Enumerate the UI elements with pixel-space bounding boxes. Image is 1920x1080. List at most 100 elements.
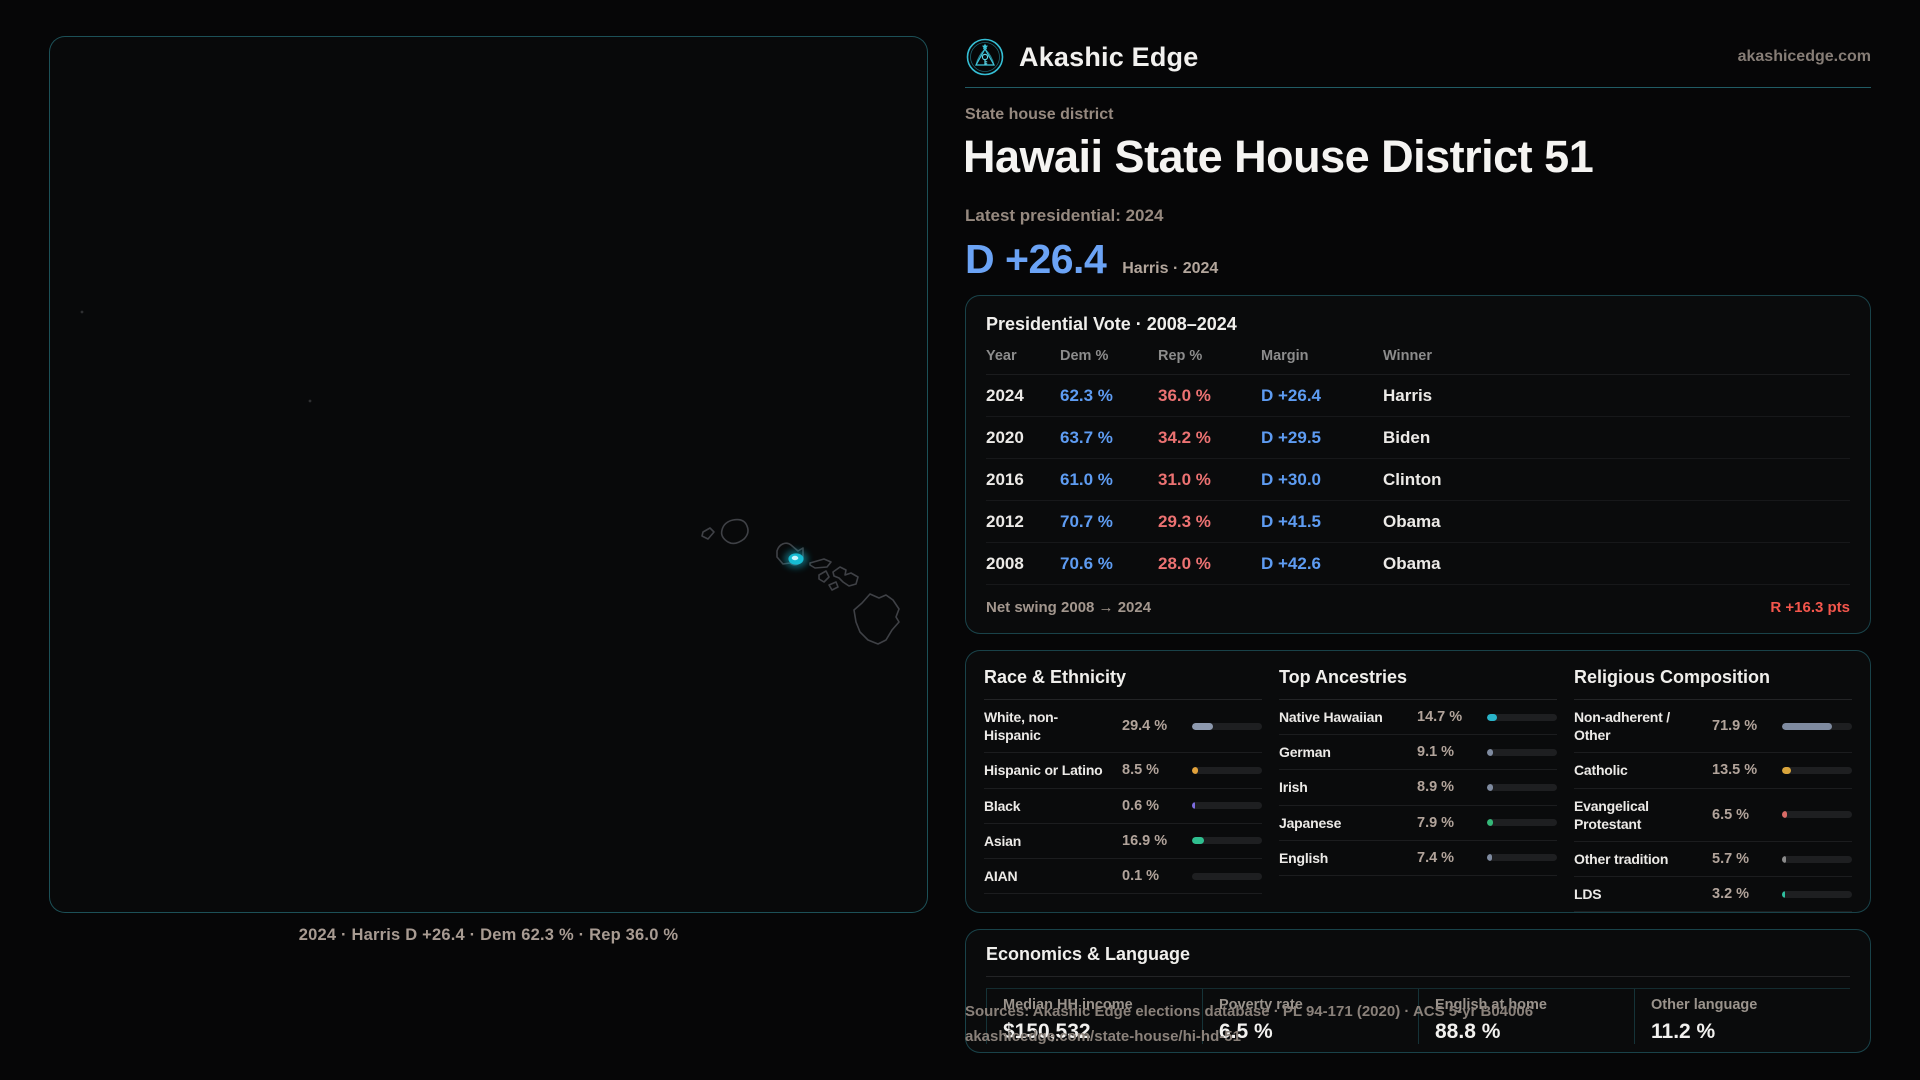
list-item: White, non-Hispanic 29.4 %: [984, 700, 1262, 754]
cell-year: 2016: [986, 469, 1024, 489]
sources-line: Sources: Akashic Edge elections database…: [965, 1003, 1534, 1020]
list-item: Native Hawaiian 14.7 %: [1279, 700, 1557, 736]
demographics-panel: Race & Ethnicity White, non-Hispanic 29.…: [965, 650, 1871, 913]
section-title: Race & Ethnicity: [984, 667, 1262, 700]
item-label: Hispanic or Latino: [984, 762, 1103, 779]
item-value: 16.9 %: [1122, 832, 1168, 849]
table-title: Presidential Vote · 2008–2024: [986, 314, 1237, 334]
net-swing-label: Net swing 2008 → 2024: [986, 599, 1152, 616]
item-value: 29.4 %: [1122, 718, 1168, 735]
item-label: Irish: [1279, 779, 1308, 796]
item-value: 3.2 %: [1712, 886, 1750, 903]
list-item: Hispanic or Latino 8.5 %: [984, 753, 1262, 789]
site-link[interactable]: akashicedge.com: [1737, 48, 1871, 65]
brand-name: Akashic Edge: [1019, 41, 1199, 72]
item-bar: [1487, 713, 1557, 721]
item-label: Black: [984, 797, 1021, 814]
item-bar: [1782, 766, 1852, 774]
stat-label: Median HH income: [1003, 997, 1133, 1013]
item-bar: [1192, 837, 1262, 845]
presidential-vote-panel: Presidential Vote · 2008–2024 Year Dem %…: [965, 295, 1871, 634]
cell-year: 2008: [986, 553, 1024, 573]
item-bar: [1192, 872, 1262, 880]
item-bar: [1487, 854, 1557, 862]
economics-language-panel: Economics & Language Median HH income $1…: [965, 929, 1871, 1053]
item-label: German: [1279, 744, 1331, 761]
race-ethnicity-section: Race & Ethnicity White, non-Hispanic 29.…: [984, 667, 1262, 912]
top-ancestries-section: Top Ancestries Native Hawaiian 14.7 % Ge…: [1279, 667, 1557, 912]
item-value: 8.9 %: [1417, 779, 1455, 796]
item-value: 9.1 %: [1417, 744, 1455, 761]
cell-year: 2012: [986, 511, 1024, 531]
header-divider: [965, 87, 1871, 88]
item-label: White, non-Hispanic: [984, 709, 1059, 744]
item-value: 13.5 %: [1712, 762, 1758, 779]
cell-rep: 34.2 %: [1158, 427, 1211, 447]
cell-dem: 62.3 %: [1060, 385, 1113, 405]
item-value: 5.7 %: [1712, 851, 1750, 868]
cell-rep: 29.3 %: [1158, 511, 1211, 531]
stat-value: 88.8 %: [1435, 1020, 1501, 1043]
stat-label: Poverty rate: [1219, 997, 1303, 1013]
cell-dem: 70.6 %: [1060, 553, 1113, 573]
list-item: LDS 3.2 %: [1574, 877, 1852, 913]
item-label: Catholic: [1574, 762, 1628, 779]
cell-year: 2024: [986, 385, 1024, 405]
headline-margin-note: Harris · 2024: [1122, 260, 1219, 277]
headline-margin: D +26.4: [965, 236, 1107, 282]
district-map-card: [49, 36, 928, 913]
item-label: Non-adherent / Other: [1574, 709, 1670, 744]
stat-poverty-rate: Poverty rate 6.5 %: [1202, 989, 1418, 1044]
stat-label: English at home: [1435, 997, 1547, 1013]
list-item: Catholic 13.5 %: [1574, 753, 1852, 789]
cell-winner: Obama: [1383, 511, 1441, 531]
cell-rep: 31.0 %: [1158, 469, 1211, 489]
item-label: Evangelical Protestant: [1574, 797, 1649, 832]
cell-year: 2020: [986, 427, 1024, 447]
list-item: Evangelical Protestant 6.5 %: [1574, 789, 1852, 842]
list-item: AIAN 0.1 %: [984, 859, 1262, 895]
table-row: 2008 70.6 % 28.0 % D +42.6 Obama: [986, 543, 1850, 585]
cell-winner: Obama: [1383, 553, 1441, 573]
cell-margin: D +26.4: [1261, 385, 1322, 405]
section-title: Economics & Language: [986, 944, 1191, 964]
cell-margin: D +29.5: [1261, 427, 1322, 447]
item-bar: [1192, 722, 1262, 730]
table-row: 2016 61.0 % 31.0 % D +30.0 Clinton: [986, 459, 1850, 501]
cell-winner: Clinton: [1383, 469, 1442, 489]
item-bar: [1192, 766, 1262, 774]
item-bar: [1487, 783, 1557, 791]
brand: Akashic Edge: [965, 37, 1198, 77]
headline-margin-row: D +26.4 Harris · 2024: [965, 236, 1218, 283]
col-margin: Margin: [1261, 348, 1309, 364]
item-label: LDS: [1574, 886, 1602, 903]
item-label: English: [1279, 849, 1329, 866]
section-title: Top Ancestries: [1279, 667, 1557, 700]
latest-presidential-label: Latest presidential: 2024: [965, 206, 1164, 225]
item-bar: [1782, 890, 1852, 898]
table-row: 2012 70.7 % 29.3 % D +41.5 Obama: [986, 501, 1850, 543]
item-bar: [1487, 748, 1557, 756]
item-label: Asian: [984, 832, 1022, 849]
item-bar: [1782, 722, 1852, 730]
stat-english-at-home: English at home 88.8 %: [1418, 989, 1634, 1044]
col-dem: Dem %: [1060, 348, 1109, 364]
item-label: AIAN: [984, 867, 1018, 884]
net-swing-value: R +16.3 pts: [1770, 599, 1850, 616]
economics-stats-row: Median HH income $150,532 Poverty rate 6…: [986, 988, 1850, 1044]
item-bar: [1782, 811, 1852, 819]
col-rep: Rep %: [1158, 348, 1203, 364]
cell-margin: D +42.6: [1261, 553, 1322, 573]
stat-value: 6.5 %: [1219, 1020, 1273, 1043]
stat-other-language: Other language 11.2 %: [1634, 989, 1850, 1044]
district-permalink[interactable]: akashicedge.com/state-house/hi-hd-51: [965, 1028, 1241, 1045]
net-swing-row: Net swing 2008 → 2024 R +16.3 pts: [986, 585, 1850, 616]
item-value: 7.9 %: [1417, 814, 1455, 831]
religious-composition-section: Religious Composition Non-adherent / Oth…: [1574, 667, 1852, 913]
sources-footer: Sources: Akashic Edge elections database…: [965, 999, 1533, 1049]
cell-margin: D +41.5: [1261, 511, 1322, 531]
item-label: Native Hawaiian: [1279, 709, 1383, 725]
table-row: 2024 62.3 % 36.0 % D +26.4 Harris: [986, 375, 1850, 417]
item-value: 8.5 %: [1122, 762, 1160, 779]
